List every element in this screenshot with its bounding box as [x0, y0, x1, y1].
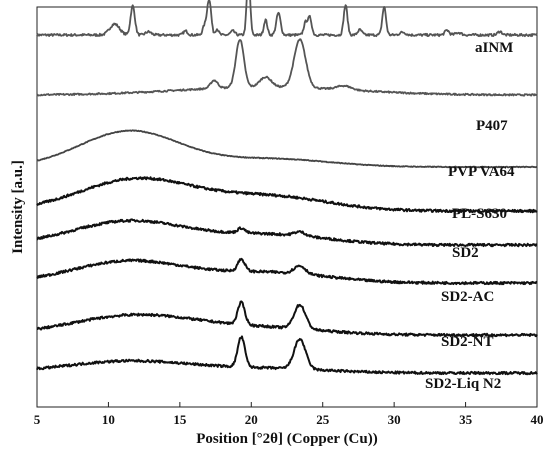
series-label-sd2-nt: SD2-NT [441, 334, 494, 350]
series-label-ainm: aINM [475, 40, 513, 56]
x-tick-label: 20 [245, 412, 258, 427]
y-axis-title: Intensity [a.u.] [10, 160, 26, 254]
series-line-ainm [36, 0, 538, 38]
series-line-pvp-va64 [36, 129, 538, 169]
x-tick-label: 25 [316, 412, 330, 427]
series-line-pl-s630 [36, 176, 538, 214]
series-label-sd2-ac: SD2-AC [441, 289, 494, 305]
series-traces [36, 0, 538, 376]
x-axis-ticks: 5 10 15 20 25 30 35 40 [34, 402, 544, 427]
series-labels: aINM P407 PVP VA64 PL-S630 SD2 SD2-AC SD2-NT SD… [425, 40, 515, 392]
series-line-sd2-liq-n2 [36, 335, 538, 376]
series-line-p407 [36, 38, 538, 97]
series-label-sd2-liq-n2: SD2-Liq N2 [425, 376, 501, 392]
series-label-pvp-va64: PVP VA64 [448, 164, 515, 180]
series-line-sd2-ac [36, 257, 538, 286]
series-line-sd2 [36, 218, 538, 248]
series-label-sd2: SD2 [452, 245, 479, 261]
x-tick-label: 15 [173, 412, 187, 427]
plot-frame [36, 6, 538, 408]
x-axis-title: Position [°2θ] (Copper (Cu)) [196, 431, 377, 447]
x-tick-label: 5 [34, 412, 41, 427]
series-label-p407: P407 [476, 118, 508, 134]
x-tick-label: 10 [102, 412, 115, 427]
x-tick-label: 30 [388, 412, 401, 427]
x-tick-label: 40 [531, 412, 544, 427]
series-line-sd2-nt [36, 300, 538, 338]
x-tick-label: 35 [459, 412, 473, 427]
series-label-pl-s630: PL-S630 [452, 206, 507, 222]
